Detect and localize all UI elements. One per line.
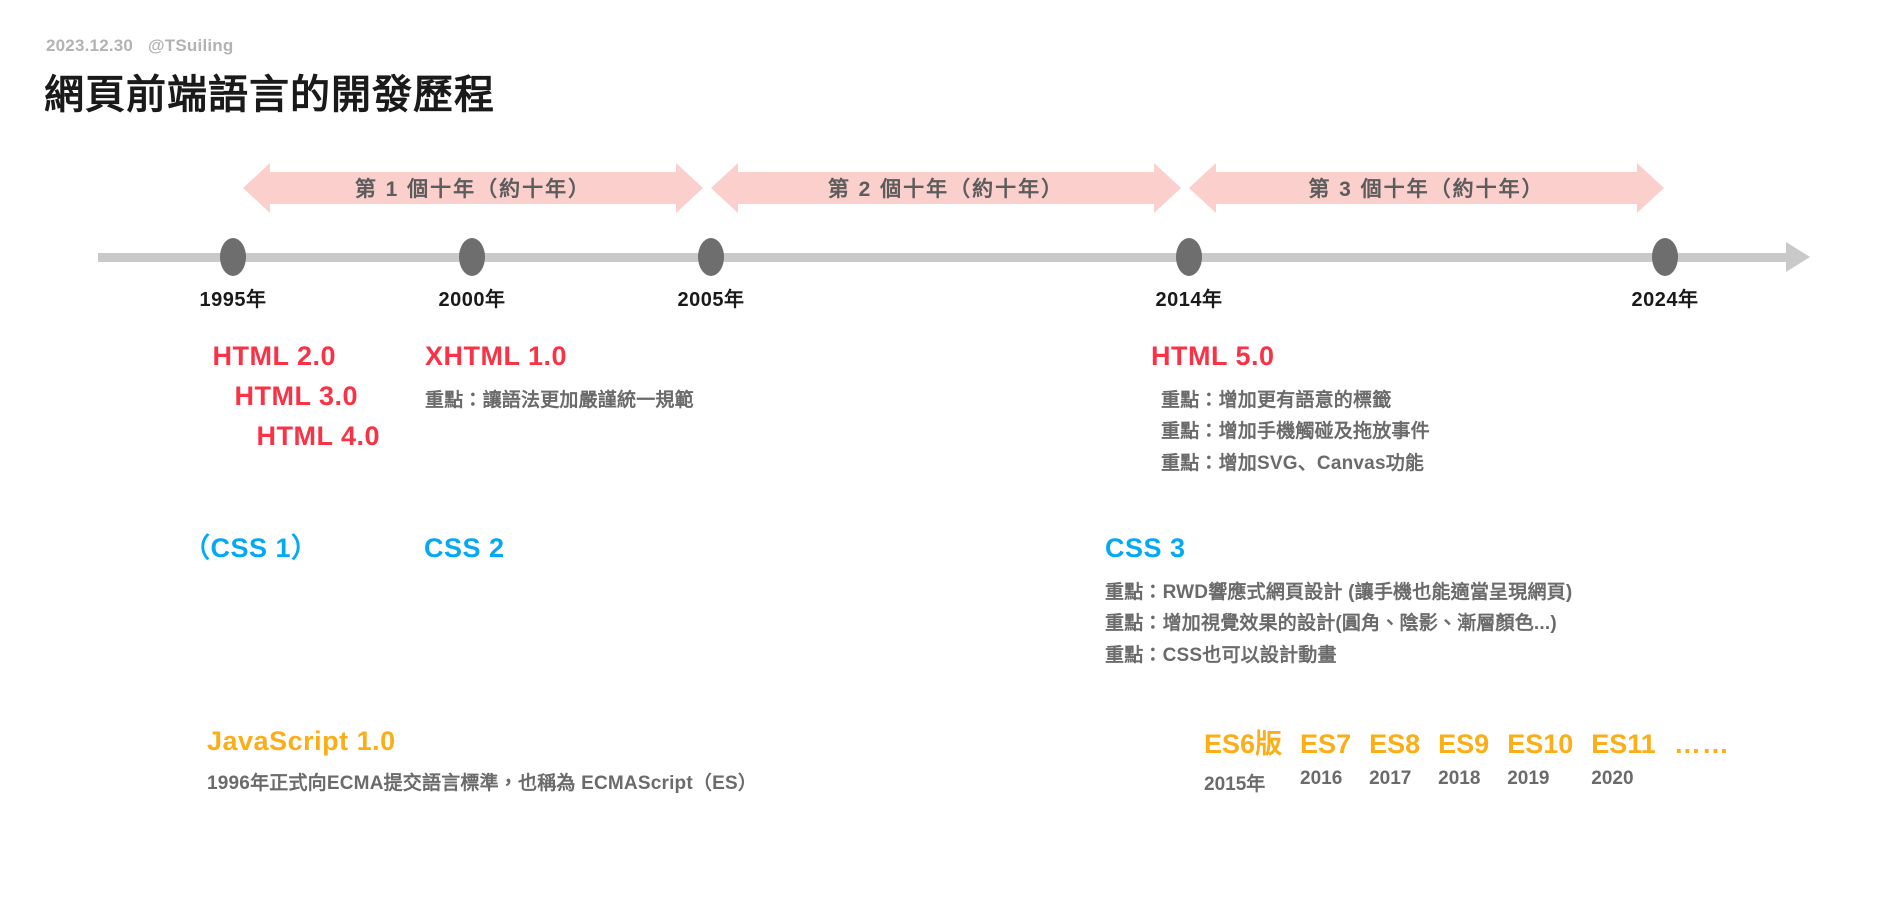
html5-note-3: 重點：增加SVG、Canvas功能 xyxy=(1161,452,1425,474)
es-name: ES10 xyxy=(1507,729,1574,759)
es-item-11: ES11 2020 xyxy=(1591,729,1656,790)
timeline-year-2000: 2000年 xyxy=(438,289,506,311)
decade-banner-body xyxy=(1215,172,1638,204)
timeline-year-2005: 2005年 xyxy=(677,289,745,311)
es-versions-group: ES6版 2015年 ES7 2016 ES8 2017 ES9 2018 ES… xyxy=(1204,722,1730,796)
es-item-6: ES6版 2015年 xyxy=(1204,722,1282,796)
es-ellipsis-group: …… xyxy=(1674,729,1730,760)
es-item-10: ES10 2019 xyxy=(1507,729,1573,790)
es-name: ES7 xyxy=(1300,729,1352,759)
css2-title: CSS 2 xyxy=(424,533,505,563)
arrow-right-icon xyxy=(676,163,703,213)
html-version-2: HTML 2.0 xyxy=(212,341,336,371)
byline: 2023.12.30 @TSuiling xyxy=(46,36,233,56)
html5-group: HTML 5.0 重點：增加更有語意的標籤 重點：增加手機觸碰及拖放事件 重點：… xyxy=(1151,337,1430,479)
es-year: 2020 xyxy=(1591,768,1634,789)
html-version-3: HTML 3.0 xyxy=(234,380,358,411)
timeline-dot-1995 xyxy=(220,238,246,276)
javascript-title: JavaScript 1.0 xyxy=(207,726,396,756)
es-item-7: ES7 2016 xyxy=(1300,729,1351,790)
css3-note-3: 重點：CSS也可以設計動畫 xyxy=(1105,644,1337,666)
xhtml-note: 重點：讓語法更加嚴謹統一規範 xyxy=(425,389,694,411)
es-year: 2017 xyxy=(1369,768,1412,789)
arrow-left-icon xyxy=(1189,163,1216,213)
css3-note-2: 重點：增加視覺效果的設計(圓角、陰影、漸層顏色...) xyxy=(1105,613,1557,635)
decade-banner-2: 第 2 個十年（約十年） xyxy=(711,163,1181,213)
timeline-axis xyxy=(98,253,1786,262)
byline-handle: @TSuiling xyxy=(148,36,234,55)
es-name: ES9 xyxy=(1438,729,1490,759)
es-year: 2015年 xyxy=(1204,774,1266,795)
xhtml-title: XHTML 1.0 xyxy=(425,341,568,371)
page-title: 網頁前端語言的開發歷程 xyxy=(44,73,495,117)
arrow-right-icon xyxy=(1637,163,1664,213)
es-year: 2016 xyxy=(1300,768,1343,789)
arrow-right-icon xyxy=(1154,163,1181,213)
es-versions-row: ES6版 2015年 ES7 2016 ES8 2017 ES9 2018 ES… xyxy=(1204,722,1730,796)
timeline-dot-2014 xyxy=(1176,238,1202,276)
javascript-note: 1996年正式向ECMA提交語言標準，也稱為 ECMAScript（ES） xyxy=(207,772,758,794)
arrow-left-icon xyxy=(711,163,738,213)
es-name: ES11 xyxy=(1591,729,1656,759)
timeline-dot-2024 xyxy=(1652,238,1678,276)
xhtml-group: XHTML 1.0 重點：讓語法更加嚴謹統一規範 xyxy=(425,337,694,416)
html-version-4: HTML 4.0 xyxy=(256,420,380,451)
decade-banner-body xyxy=(269,172,677,204)
decade-banner-3: 第 3 個十年（約十年） xyxy=(1189,163,1664,213)
timeline-dot-2005 xyxy=(698,238,724,276)
timeline-dot-2000 xyxy=(459,238,485,276)
decade-banner-body xyxy=(737,172,1155,204)
html5-note-1: 重點：增加更有語意的標籤 xyxy=(1161,389,1392,411)
html5-note-2: 重點：增加手機觸碰及拖放事件 xyxy=(1161,421,1430,443)
timeline-year-2024: 2024年 xyxy=(1631,289,1699,311)
html5-title: HTML 5.0 xyxy=(1151,341,1275,371)
es-name: ES8 xyxy=(1369,729,1421,759)
css3-group: CSS 3 重點：RWD響應式網頁設計 (讓手機也能適當呈現網頁) 重點：增加視… xyxy=(1105,529,1572,671)
es-year: 2018 xyxy=(1438,768,1481,789)
html-early-versions-group: HTML 2.0 HTML 3.0 HTML 4.0 xyxy=(105,337,380,457)
es-year: 2019 xyxy=(1507,768,1550,789)
css2-group: CSS 2 xyxy=(424,529,505,569)
arrow-left-icon xyxy=(243,163,270,213)
css3-title: CSS 3 xyxy=(1105,533,1186,563)
decade-banner-1: 第 1 個十年（約十年） xyxy=(243,163,703,213)
es-name: ES6版 xyxy=(1204,729,1283,759)
es-ellipsis: …… xyxy=(1673,729,1730,759)
timeline-year-1995: 1995年 xyxy=(199,289,267,311)
es-item-9: ES9 2018 xyxy=(1438,729,1489,790)
decade-label: 第 2 個十年（約十年） xyxy=(827,178,1065,201)
css1-title: （CSS 1） xyxy=(183,533,319,563)
decade-label: 第 1 個十年（約十年） xyxy=(354,178,592,201)
timeline-year-2014: 2014年 xyxy=(1155,289,1223,311)
css1-group: （CSS 1） xyxy=(183,529,319,569)
es-item-8: ES8 2017 xyxy=(1369,729,1420,790)
css3-note-1: 重點：RWD響應式網頁設計 (讓手機也能適當呈現網頁) xyxy=(1105,581,1573,603)
byline-date: 2023.12.30 xyxy=(46,36,134,55)
timeline-arrow-icon xyxy=(1786,242,1810,272)
decade-label: 第 3 個十年（約十年） xyxy=(1308,178,1545,201)
javascript-group: JavaScript 1.0 1996年正式向ECMA提交語言標準，也稱為 EC… xyxy=(207,722,757,799)
